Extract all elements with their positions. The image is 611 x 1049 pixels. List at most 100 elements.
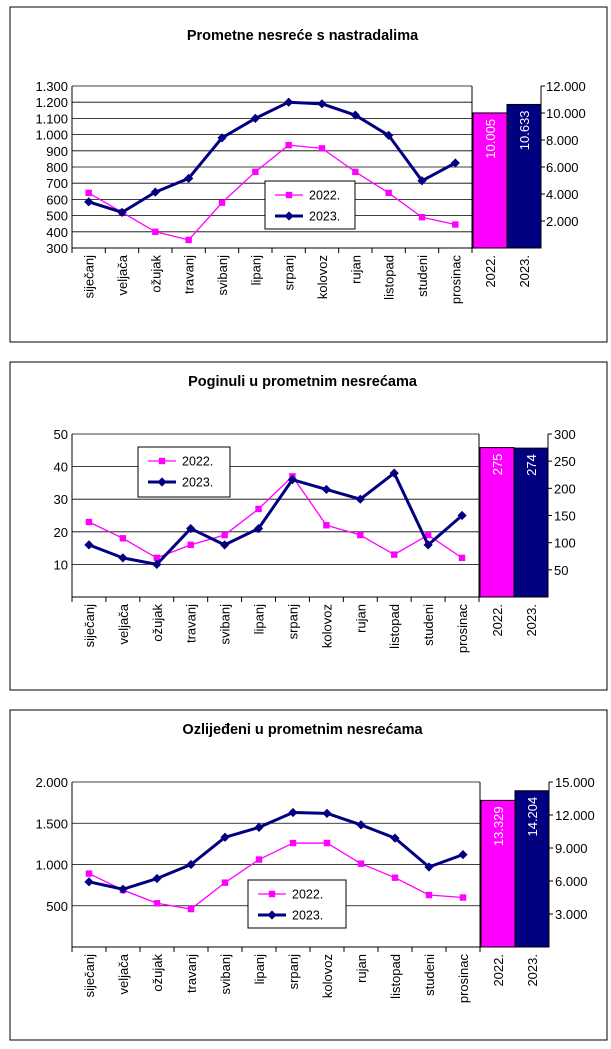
total-bar-category-label: 2023. xyxy=(517,255,532,288)
y2-tick-label: 12.000 xyxy=(555,808,595,823)
x-tick-label: travanj xyxy=(182,255,197,294)
x-tick-label: studeni xyxy=(422,954,437,996)
y-tick-label: 1.300 xyxy=(35,79,68,94)
legend-marker xyxy=(268,890,276,898)
y-tick-label: 1.500 xyxy=(35,816,68,831)
y2-tick-label: 200 xyxy=(554,481,576,496)
x-tick-label: lipanj xyxy=(248,255,263,285)
y2-tick-label: 2.000 xyxy=(546,214,579,229)
x-tick-label: svibanj xyxy=(215,255,230,296)
y-tick-label: 1.200 xyxy=(35,95,68,110)
total-bar-value-label: 13.329 xyxy=(491,806,506,846)
data-point-2022 xyxy=(323,839,331,847)
x-tick-label: travanj xyxy=(184,954,199,993)
x-tick-label: prosinac xyxy=(448,255,463,305)
y-tick-label: 1.000 xyxy=(35,128,68,143)
data-point-2023 xyxy=(217,133,227,143)
total-bar-value-label: 10.633 xyxy=(517,110,532,150)
data-point-2023 xyxy=(317,99,327,109)
series-line-2023 xyxy=(88,100,457,214)
chart-title: Ozlijeđeni u prometnim nesrećama xyxy=(182,722,423,738)
y-tick-label: 500 xyxy=(46,899,68,914)
data-point-2023 xyxy=(450,158,460,168)
data-point-2022 xyxy=(357,860,365,867)
y2-tick-label: 50 xyxy=(554,563,568,578)
x-tick-label: listopad xyxy=(382,255,397,300)
data-point-2022 xyxy=(459,894,467,901)
x-tick-label: veljača xyxy=(116,603,131,644)
y-tick-label: 30 xyxy=(54,492,68,507)
x-tick-label: studeni xyxy=(421,604,436,646)
data-point-2023 xyxy=(84,540,94,550)
data-point-2022 xyxy=(385,189,392,197)
y-tick-label: 400 xyxy=(46,225,68,240)
total-bar-value-label: 275 xyxy=(490,454,505,476)
x-tick-label: svibanj xyxy=(218,604,233,645)
x-tick-label: prosinac xyxy=(456,954,471,1004)
data-point-2023 xyxy=(118,884,128,894)
total-bar-category-label: 2022. xyxy=(483,255,498,288)
data-point-2022 xyxy=(221,879,229,886)
legend-marker xyxy=(284,211,294,221)
data-point-2022 xyxy=(221,531,228,539)
data-point-2023 xyxy=(117,207,127,217)
data-point-2023 xyxy=(390,833,400,843)
data-point-2022 xyxy=(185,236,192,244)
y-tick-label: 1.100 xyxy=(35,111,68,126)
data-point-2023 xyxy=(150,187,160,197)
y-tick-label: 700 xyxy=(46,176,68,191)
x-tick-label: rujan xyxy=(354,954,369,983)
total-bar-category-label: 2022. xyxy=(491,954,506,987)
data-point-2022 xyxy=(153,554,160,562)
data-point-2023 xyxy=(284,97,294,107)
data-point-2022 xyxy=(252,168,259,176)
chart-panel-2: Poginuli u prometnim nesrećama 10 20 30 40 50… xyxy=(9,361,608,691)
x-tick-label: studeni xyxy=(415,255,430,297)
y-tick-label: 2.000 xyxy=(35,775,68,790)
y2-tick-label: 250 xyxy=(554,454,576,469)
legend: 2022. 2023. xyxy=(247,879,347,929)
y2-tick-label: 100 xyxy=(554,536,576,551)
series-line-2022 xyxy=(88,144,456,241)
legend-label: 2022. xyxy=(309,189,340,203)
y-tick-label: 600 xyxy=(46,192,68,207)
total-bar-2022 xyxy=(480,799,516,948)
data-point-2022 xyxy=(85,189,92,197)
data-point-2022 xyxy=(391,551,398,558)
total-bar-value-label: 10.005 xyxy=(483,119,498,159)
x-tick-label: ožujak xyxy=(150,604,165,642)
x-tick-label: kolovoz xyxy=(319,604,334,648)
y2-tick-label: 150 xyxy=(554,509,576,524)
data-point-2023 xyxy=(186,859,196,870)
data-point-2023 xyxy=(350,110,360,120)
x-tick-label: siječanj xyxy=(82,604,97,647)
data-point-2023 xyxy=(84,877,94,887)
legend-label: 2023. xyxy=(292,909,323,923)
series-line-2022 xyxy=(88,475,463,559)
y2-tick-label: 300 xyxy=(554,427,576,442)
data-point-2023 xyxy=(288,807,298,818)
x-tick-label: srpanj xyxy=(282,255,297,291)
x-tick-label: travanj xyxy=(184,604,199,643)
y2-tick-label: 3.000 xyxy=(555,907,588,922)
data-point-2023 xyxy=(254,822,264,832)
data-point-2022 xyxy=(425,891,433,899)
total-bar-value-label: 274 xyxy=(524,454,539,476)
total-bar-2022 xyxy=(472,112,508,249)
y-tick-label: 1.000 xyxy=(35,858,68,873)
data-point-2023 xyxy=(287,475,298,485)
y2-tick-label: 8.000 xyxy=(546,133,579,148)
data-point-2022 xyxy=(187,905,195,913)
data-point-2022 xyxy=(323,522,330,529)
data-point-2023 xyxy=(389,468,399,478)
data-point-2023 xyxy=(220,540,230,550)
data-point-2023 xyxy=(250,113,260,123)
total-bar-2022 xyxy=(479,447,515,598)
chart-panel-1: Prometne nesreće s nastradalima 300400500… xyxy=(9,6,608,343)
data-point-2022 xyxy=(285,141,292,149)
x-tick-label: listopad xyxy=(387,604,402,649)
y-tick-label: 20 xyxy=(54,525,68,540)
data-point-2022 xyxy=(85,870,93,877)
data-point-2023 xyxy=(424,862,434,872)
x-tick-label: prosinac xyxy=(455,604,470,654)
